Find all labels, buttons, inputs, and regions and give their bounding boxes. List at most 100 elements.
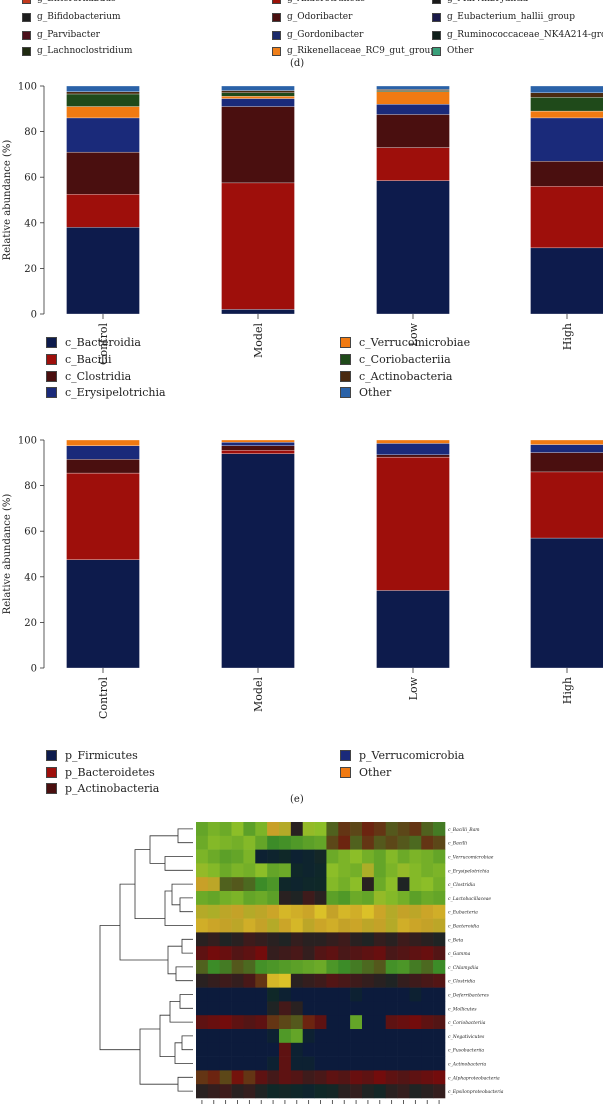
heatmap-cell bbox=[373, 904, 387, 919]
heatmap-cell bbox=[362, 1015, 375, 1030]
heatmap-cell bbox=[231, 863, 244, 878]
figure-caption-e: (e) bbox=[290, 794, 304, 805]
heatmap-cell bbox=[385, 960, 398, 975]
heatmap-cell bbox=[433, 1042, 446, 1057]
legend-label: g_Anaerotruncus bbox=[287, 0, 365, 4]
heatmap-cell bbox=[279, 960, 292, 975]
legend-top-item: g_Parvibacter bbox=[22, 30, 100, 40]
bar-segment bbox=[376, 590, 450, 669]
heatmap-cell bbox=[385, 987, 398, 1002]
heatmap-cell bbox=[290, 891, 304, 906]
legend-top-item: g_Anaerotruncus bbox=[272, 0, 365, 4]
heatmap-cell bbox=[231, 987, 244, 1002]
chart-phylum-svg: 0 20 40 60 80 100 Relative abundance (%) Contro… bbox=[2, 436, 603, 719]
legend-swatch bbox=[22, 0, 31, 4]
heatmap-cell bbox=[421, 1015, 434, 1030]
heatmap-cell bbox=[196, 822, 209, 837]
heatmap-cell bbox=[207, 960, 221, 975]
bar-segment bbox=[66, 439, 140, 446]
heatmap-cell bbox=[338, 1084, 351, 1099]
bar-segment bbox=[376, 114, 450, 148]
heatmap-cell bbox=[302, 849, 315, 864]
heatmap-cell bbox=[302, 877, 315, 892]
x-tick-label: Low bbox=[407, 322, 420, 346]
heatmap-cell bbox=[314, 849, 327, 864]
heatmap-cell bbox=[267, 932, 280, 947]
heatmap-row-label: c_Actinobacteria bbox=[448, 1062, 487, 1068]
heatmap-cell bbox=[302, 1015, 315, 1030]
heatmap-cell bbox=[314, 1070, 327, 1085]
dendrogram-branch bbox=[149, 835, 178, 864]
heatmap-cell bbox=[196, 891, 209, 906]
legend-label: g_Eubacterium_hallii_group bbox=[447, 12, 575, 22]
heatmap-cell bbox=[421, 1084, 434, 1099]
figure-caption-d: (d) bbox=[290, 58, 305, 69]
heatmap-row-label: c_Clostridia bbox=[448, 882, 475, 888]
legend-swatch bbox=[272, 0, 281, 4]
heatmap-cell bbox=[243, 863, 256, 878]
heatmap-cell bbox=[338, 1029, 351, 1044]
heatmap-row-label: c_Clostridia bbox=[448, 979, 475, 985]
plot-area: 0 20 40 60 80 100 Relative abundance (%) Contro… bbox=[2, 436, 603, 719]
heatmap-cell bbox=[385, 1015, 398, 1030]
heatmap-cell bbox=[433, 863, 446, 878]
heatmap-cell bbox=[314, 1042, 327, 1057]
chart-class: 0 20 40 60 80 100 Relative abundance (%) Contro… bbox=[0, 78, 603, 423]
heatmap-cell bbox=[350, 835, 363, 850]
heatmap-cell bbox=[207, 835, 221, 850]
bar-segment bbox=[66, 93, 140, 107]
heatmap-cell bbox=[421, 1070, 434, 1085]
heatmap-cell bbox=[196, 932, 209, 947]
heatmap-cell bbox=[302, 973, 315, 988]
x-tick-label: High bbox=[561, 677, 574, 704]
heatmap-cell bbox=[409, 1070, 422, 1085]
heatmap-cell bbox=[231, 835, 244, 850]
heatmap-cell bbox=[421, 918, 434, 933]
heatmap-cell bbox=[421, 1042, 434, 1057]
heatmap-cell bbox=[326, 822, 339, 837]
heatmap-cell bbox=[373, 932, 387, 947]
heatmap-cell bbox=[385, 1029, 398, 1044]
legend-swatch bbox=[432, 12, 441, 22]
heatmap-row-label: c_Lactobacillaceae bbox=[448, 896, 491, 902]
heatmap-cell bbox=[362, 987, 375, 1002]
heatmap-cell bbox=[409, 891, 422, 906]
heatmap-cell bbox=[433, 891, 446, 906]
legend-top: g_Enterorhabdus g_Anaerotruncus g_Marvinbr… bbox=[0, 0, 603, 70]
heatmap-cell bbox=[409, 960, 422, 975]
heatmap-cell bbox=[243, 932, 256, 947]
heatmap-cell bbox=[373, 1084, 387, 1099]
heatmap-cell bbox=[219, 863, 232, 878]
heatmap-cell bbox=[219, 904, 232, 919]
heatmap-cell bbox=[314, 904, 327, 919]
heatmap-cell bbox=[421, 822, 434, 837]
heatmap-cell bbox=[207, 863, 221, 878]
heatmap-cell bbox=[219, 1084, 232, 1099]
heatmap-cell bbox=[314, 1001, 327, 1016]
bar-segment bbox=[221, 445, 295, 451]
bar-segment bbox=[376, 147, 450, 181]
bar-segment bbox=[221, 98, 295, 107]
legend-swatch bbox=[22, 46, 31, 56]
bar-segment bbox=[530, 444, 603, 453]
legend-swatch bbox=[46, 337, 57, 348]
heatmap-row-label: c_Bacilli_Bam bbox=[448, 827, 480, 833]
heatmap-cell bbox=[338, 904, 351, 919]
legend-label: c_Verrucomicrobiae bbox=[359, 336, 471, 349]
y-tick-label: 80 bbox=[24, 481, 37, 492]
y-tick-label: 80 bbox=[24, 127, 37, 138]
heatmap-cell bbox=[433, 849, 446, 864]
bar-segment bbox=[530, 85, 603, 93]
heatmap-cell bbox=[421, 835, 434, 850]
heatmap-cell bbox=[397, 960, 410, 975]
heatmap-cell bbox=[267, 891, 280, 906]
heatmap-cell bbox=[207, 1015, 221, 1030]
heatmap-cell bbox=[231, 960, 244, 975]
heatmap-cell bbox=[219, 1015, 232, 1030]
heatmap-cell bbox=[397, 1015, 410, 1030]
y-tick-label: 40 bbox=[24, 572, 37, 583]
legend-label: g_Odoribacter bbox=[287, 12, 353, 22]
heatmap-cell bbox=[326, 918, 339, 933]
heatmap-cell bbox=[207, 849, 221, 864]
heatmap-cell bbox=[219, 1070, 232, 1085]
